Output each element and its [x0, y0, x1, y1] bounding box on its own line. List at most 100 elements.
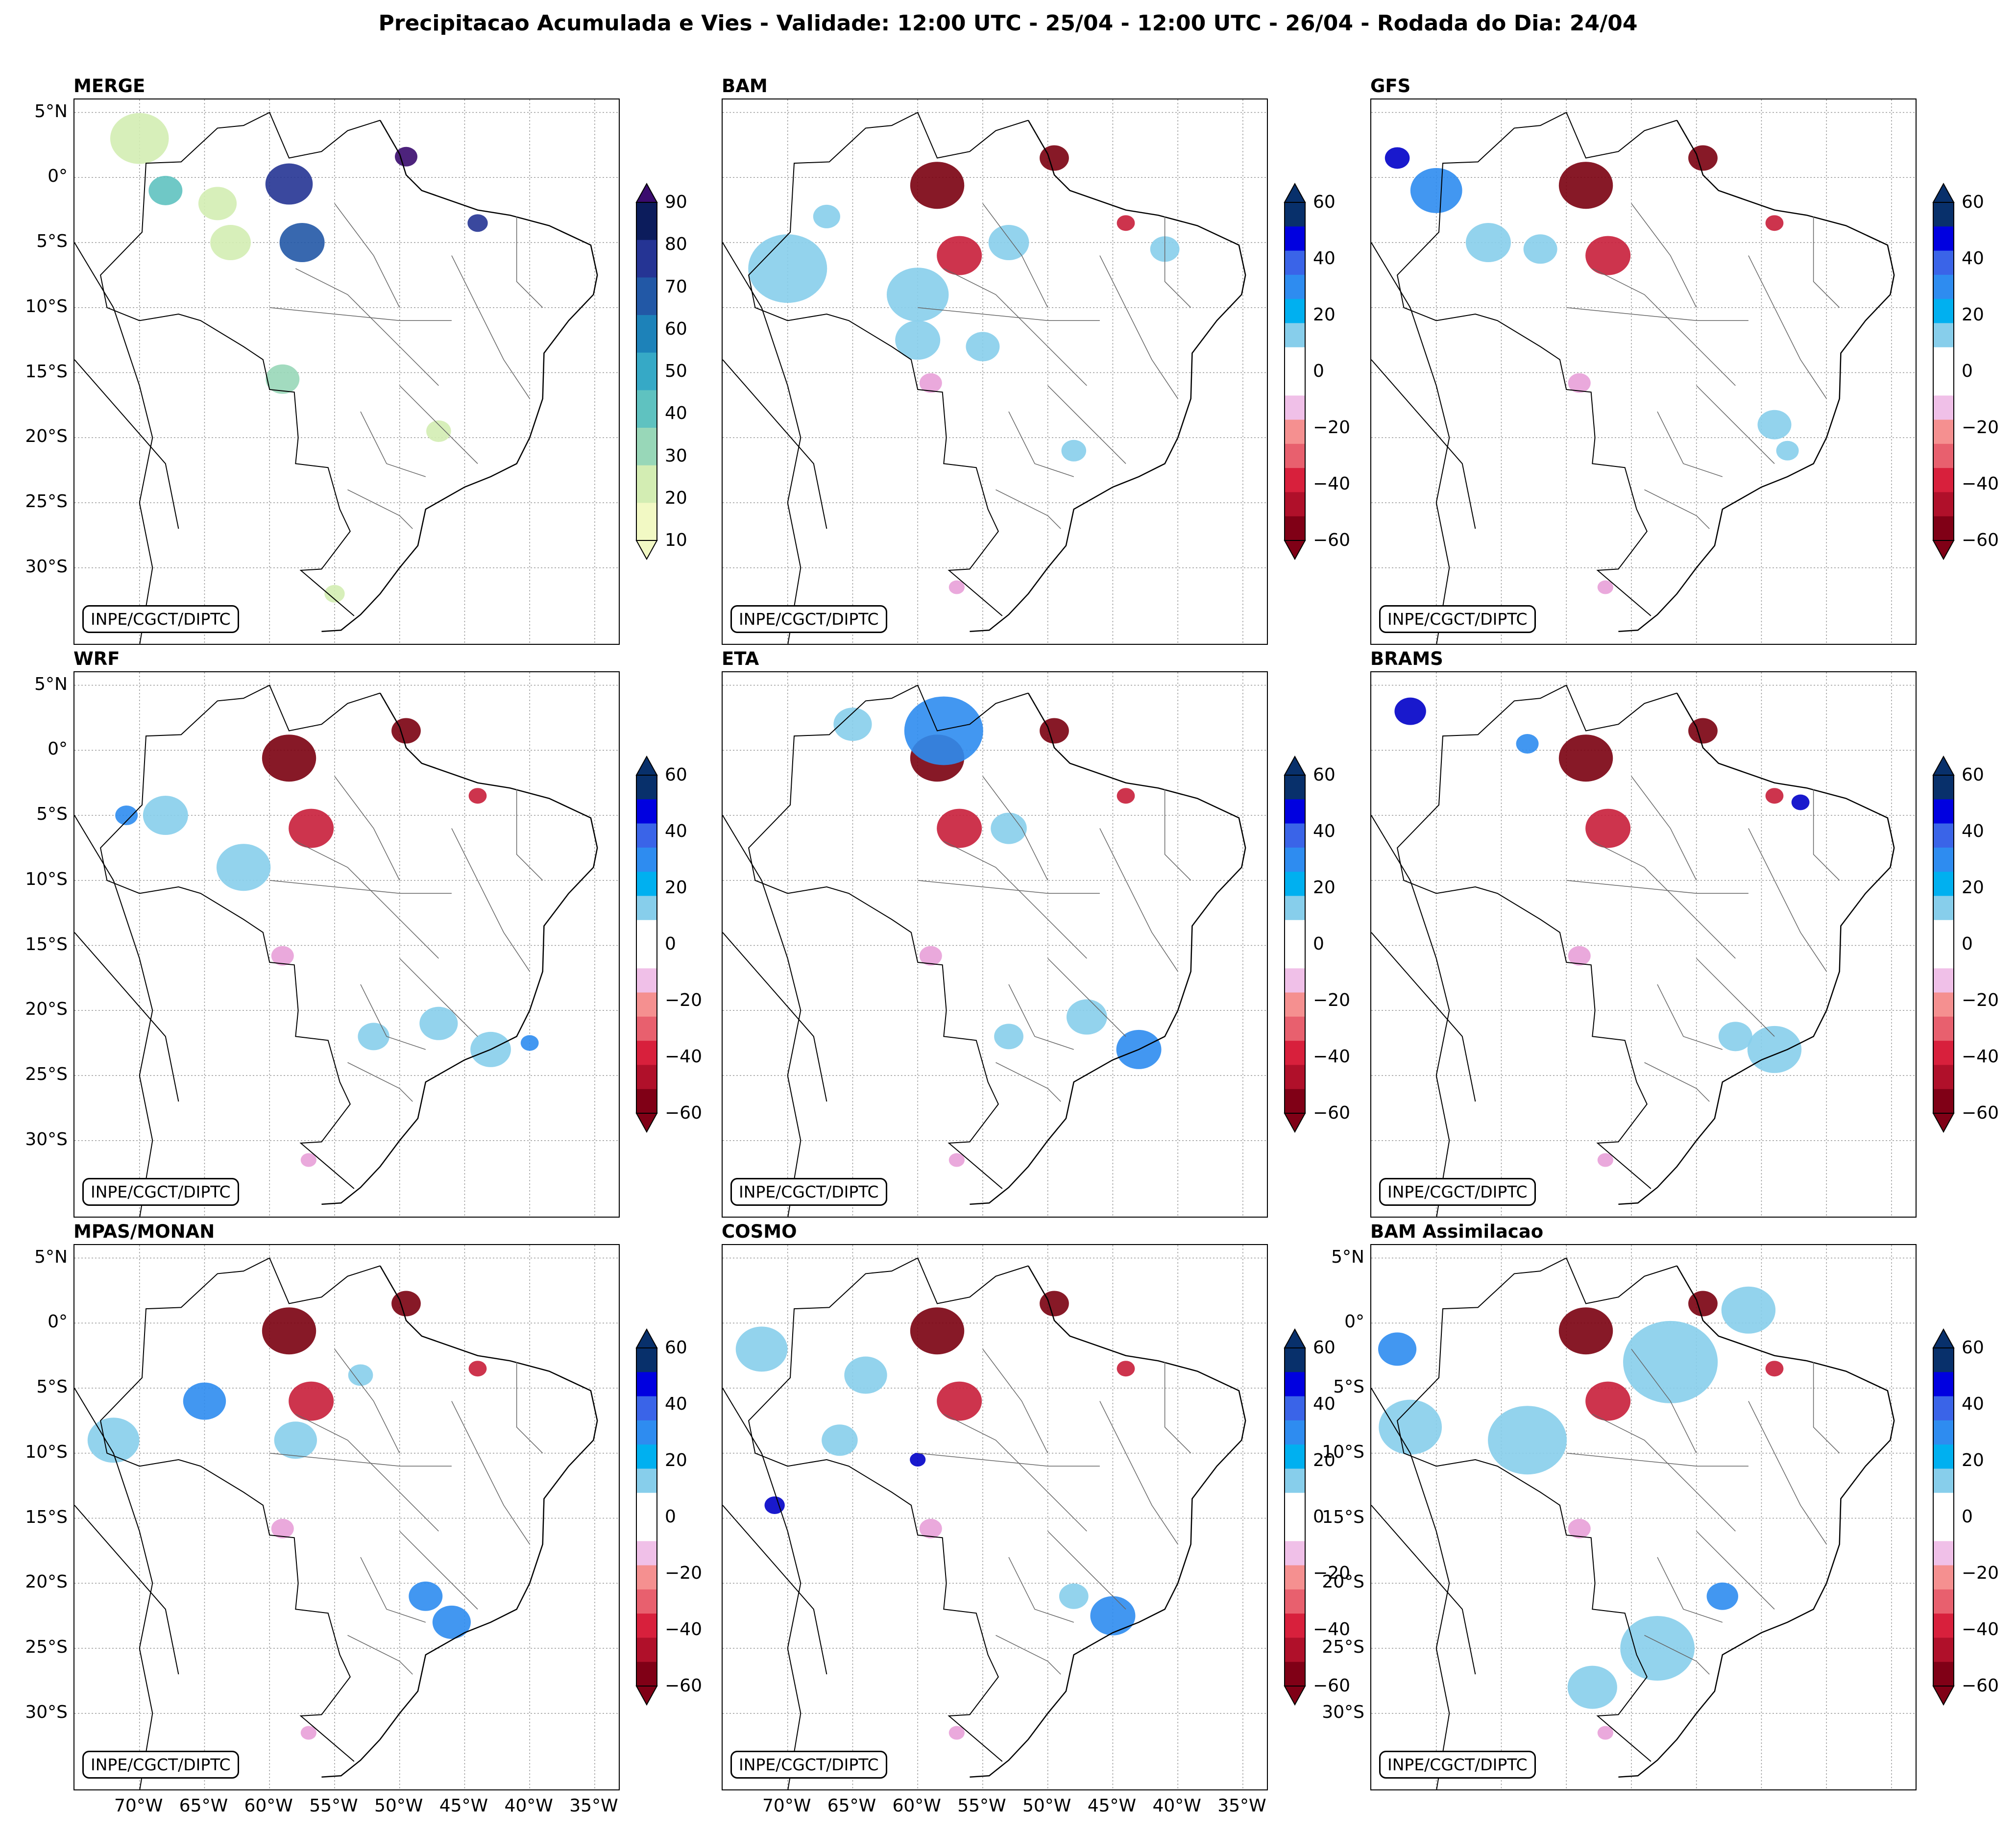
colorbar-tick-label: 60 — [1313, 1338, 1336, 1358]
coastline — [1618, 1265, 1895, 1778]
lat-label: 5°N — [34, 674, 68, 694]
lat-label: 0° — [48, 1312, 68, 1332]
panel-title-gfs: GFS — [1370, 75, 1411, 97]
country-border — [1371, 1505, 1476, 1675]
colorbar-segment — [1933, 323, 1954, 348]
precip-area — [919, 1518, 942, 1539]
colorbar-tick-label: 0 — [1313, 934, 1324, 954]
country-border — [748, 112, 1029, 616]
colorbar-tick-label: −40 — [1313, 474, 1350, 494]
colorbar-segment — [1285, 1541, 1305, 1566]
country-border — [1371, 359, 1476, 529]
precip-area — [1568, 373, 1591, 393]
colorbar-segment — [1933, 202, 1954, 227]
state-border — [1164, 216, 1191, 308]
precip-area — [1776, 440, 1799, 461]
colorbar-segment — [1285, 1444, 1305, 1469]
colorbar-max-arrow — [635, 756, 658, 776]
colorbar-tick-label: −20 — [665, 990, 702, 1010]
precip-area — [468, 1361, 487, 1377]
state-border — [360, 1557, 426, 1623]
map-panel-bam: INPE/CGCT/DIPTC — [722, 98, 1268, 645]
colorbar-segment — [1285, 1662, 1305, 1687]
colorbar-tick-label: 0 — [1962, 1507, 1973, 1527]
state-border — [1748, 1401, 1827, 1545]
colorbar-segment — [1933, 1396, 1954, 1421]
colorbar-tick-label: 0 — [665, 934, 676, 954]
country-border — [1371, 1388, 1450, 1789]
colorbar-segment — [1933, 920, 1954, 945]
precip-area — [1061, 440, 1087, 462]
colorbar-segment — [636, 823, 657, 848]
colorbar-segment — [1933, 299, 1954, 323]
state-border — [996, 489, 1061, 529]
colorbar-min-arrow — [1284, 1686, 1306, 1706]
colorbar-segment — [1933, 1517, 1954, 1541]
precip-area — [1623, 1320, 1718, 1403]
colorbar-segment — [1285, 347, 1305, 372]
colorbar-tick-label: 60 — [1313, 765, 1336, 785]
state-border — [295, 268, 439, 386]
precip-area — [271, 946, 294, 966]
state-border — [918, 880, 1100, 894]
colorbar-tick-label: −60 — [1962, 530, 1999, 550]
precip-area — [391, 1291, 421, 1317]
state-border — [516, 789, 543, 881]
country-border — [1397, 685, 1677, 1189]
precip-area — [1688, 145, 1718, 171]
precip-area — [110, 113, 169, 164]
colorbar-frame — [1933, 202, 1954, 541]
colorbar-tick-label: 20 — [1962, 1450, 1984, 1470]
colorbar-segment — [636, 1614, 657, 1638]
state-border — [1748, 255, 1827, 399]
precip-area — [948, 1726, 965, 1740]
panel-title-brams: BRAMS — [1370, 648, 1443, 669]
state-border — [1566, 1453, 1749, 1467]
colorbar-segment — [1933, 1089, 1954, 1114]
precip-area — [1394, 697, 1426, 725]
precip-area — [87, 1418, 140, 1463]
colorbar-segment — [1933, 443, 1954, 468]
colorbar-tick-label: 0 — [1313, 1507, 1324, 1527]
map-panel-wrf: INPE/CGCT/DIPTC — [73, 671, 620, 1218]
colorbar-min-arrow — [1932, 1113, 1955, 1133]
colorbar-segment — [1933, 775, 1954, 800]
country-border — [100, 1257, 381, 1762]
lat-label: 15°S — [25, 934, 68, 954]
colorbar-segment — [1285, 443, 1305, 468]
colorbar-segment — [636, 315, 657, 353]
map-panel-bam-assimilacao: INPE/CGCT/DIPTC — [1370, 1244, 1917, 1790]
state-border — [918, 307, 1100, 321]
state-border — [1047, 958, 1126, 1037]
state-border — [1696, 1531, 1775, 1610]
precip-area — [1585, 1381, 1631, 1421]
panel-title-mpas-monan: MPAS/MONAN — [73, 1221, 215, 1242]
state-border — [1657, 984, 1723, 1050]
colorbar-frame — [1284, 1347, 1306, 1687]
colorbar-segment — [1285, 799, 1305, 824]
lat-label: 0° — [48, 739, 68, 759]
state-border — [295, 841, 439, 959]
colorbar-segment — [1285, 468, 1305, 492]
colorbar-merge — [635, 183, 658, 561]
lon-label: 60°W — [892, 1796, 941, 1816]
colorbar-segment — [1285, 1016, 1305, 1041]
state-border — [347, 489, 413, 529]
panel-title-bam-assimilacao: BAM Assimilacao — [1370, 1221, 1544, 1242]
colorbar-segment — [636, 944, 657, 969]
precip-area — [419, 1006, 458, 1040]
state-border — [516, 1362, 543, 1454]
state-border — [1164, 1362, 1191, 1454]
colorbar-segment — [636, 775, 657, 800]
colorbar-segment — [1933, 250, 1954, 275]
colorbar-segment — [1285, 1565, 1305, 1590]
map-panel-eta: INPE/CGCT/DIPTC — [722, 671, 1268, 1218]
panel-title-bam: BAM — [722, 75, 768, 97]
credit-label: INPE/CGCT/DIPTC — [82, 1751, 239, 1779]
precip-area — [520, 1035, 539, 1051]
colorbar-tick-label: −20 — [1962, 1563, 1999, 1583]
colorbar-segment — [636, 202, 657, 241]
colorbar-min-arrow — [1932, 1686, 1955, 1706]
colorbar-segment — [636, 1420, 657, 1445]
colorbar-tick-label: −60 — [1962, 1103, 1999, 1123]
